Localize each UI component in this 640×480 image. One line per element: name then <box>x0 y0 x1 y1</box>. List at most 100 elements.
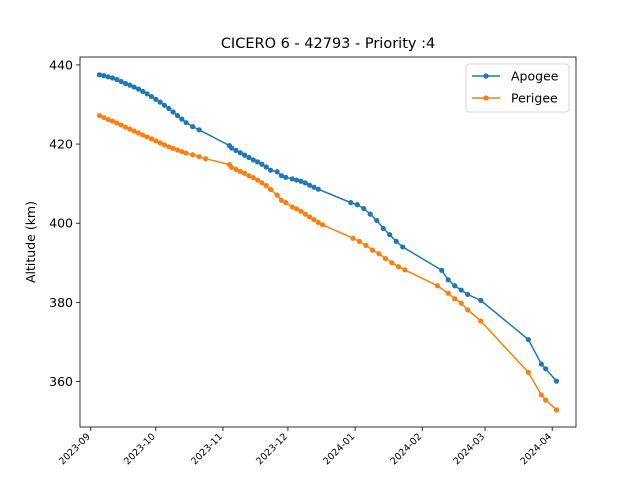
data-point <box>161 142 168 148</box>
data-point <box>293 177 300 183</box>
data-point <box>363 242 369 248</box>
data-point <box>229 145 235 151</box>
data-point <box>255 159 261 165</box>
data-point <box>445 277 451 283</box>
data-point <box>465 291 471 298</box>
data-point <box>393 238 399 245</box>
data-point <box>452 296 458 302</box>
data-point <box>196 127 202 133</box>
legend-swatch-marker <box>483 73 489 79</box>
data-point <box>96 72 103 78</box>
y-tick-label: 440 <box>49 57 73 72</box>
data-point <box>283 200 289 206</box>
data-point <box>259 161 265 167</box>
plot-frame <box>79 56 577 428</box>
data-point <box>144 134 150 140</box>
data-point <box>439 267 445 273</box>
data-point <box>274 169 280 175</box>
data-point <box>246 154 252 161</box>
data-point <box>289 176 295 182</box>
data-point <box>174 112 181 119</box>
data-point <box>170 109 176 115</box>
data-point <box>380 225 386 231</box>
data-point <box>278 197 285 203</box>
data-point <box>118 122 124 128</box>
data-point <box>306 214 313 220</box>
y-tick-label: 380 <box>49 295 73 310</box>
series-layer <box>96 72 560 413</box>
data-point <box>356 238 363 245</box>
data-point <box>114 76 120 83</box>
data-point <box>354 202 360 208</box>
data-point <box>298 208 304 214</box>
data-point <box>538 361 544 367</box>
data-point <box>183 120 189 126</box>
data-point <box>242 152 248 158</box>
data-point <box>376 251 382 257</box>
data-point <box>369 247 375 253</box>
y-tick-label: 360 <box>49 374 73 389</box>
data-point <box>114 120 120 126</box>
data-point <box>361 205 367 212</box>
data-point <box>255 177 261 183</box>
data-point <box>174 147 181 153</box>
data-point <box>274 192 280 198</box>
legend-swatch-marker <box>483 95 489 101</box>
data-point <box>140 132 146 138</box>
data-point <box>278 173 285 179</box>
data-point <box>402 267 408 273</box>
data-point <box>298 178 304 184</box>
legend-label: Perigee <box>511 91 558 106</box>
data-point <box>105 116 111 123</box>
data-point <box>525 336 531 343</box>
data-point <box>190 152 196 158</box>
data-point <box>348 200 354 206</box>
data-point <box>289 204 295 210</box>
data-point <box>538 392 544 398</box>
data-point <box>144 91 150 97</box>
data-point <box>311 184 317 190</box>
data-point <box>166 144 172 150</box>
data-point <box>452 283 458 289</box>
data-point <box>400 244 406 250</box>
y-tick-label: 400 <box>49 216 73 231</box>
series-apogee <box>96 72 560 384</box>
data-point <box>122 80 129 87</box>
data-point <box>131 128 137 134</box>
data-point <box>553 378 560 384</box>
legend-label: Apogee <box>511 69 559 84</box>
data-point <box>389 260 395 266</box>
data-point <box>242 170 248 176</box>
data-point <box>478 297 484 303</box>
data-point <box>553 407 560 413</box>
data-point <box>101 73 107 79</box>
data-point <box>233 147 239 153</box>
data-point <box>434 283 440 289</box>
data-point <box>395 264 401 270</box>
data-point <box>229 164 235 171</box>
data-point <box>203 156 209 162</box>
data-point <box>263 164 269 170</box>
data-point <box>109 75 116 81</box>
data-point <box>543 397 549 403</box>
data-point <box>157 140 163 146</box>
data-point <box>118 78 124 85</box>
data-point <box>263 183 269 189</box>
data-point <box>302 180 308 186</box>
data-point <box>148 136 155 142</box>
data-point <box>135 130 142 136</box>
y-axis-label: Altitude (km) <box>23 201 38 283</box>
data-point <box>122 124 129 130</box>
data-point <box>367 211 373 217</box>
data-point <box>350 235 356 241</box>
data-point <box>148 93 155 100</box>
data-point <box>190 124 196 130</box>
data-point <box>387 232 393 238</box>
legend: Apogee Perigee <box>465 63 570 113</box>
data-point <box>153 138 159 144</box>
data-point <box>315 219 321 226</box>
data-point <box>101 114 107 121</box>
data-point <box>237 150 243 156</box>
data-point <box>237 168 243 174</box>
data-point <box>445 290 451 296</box>
